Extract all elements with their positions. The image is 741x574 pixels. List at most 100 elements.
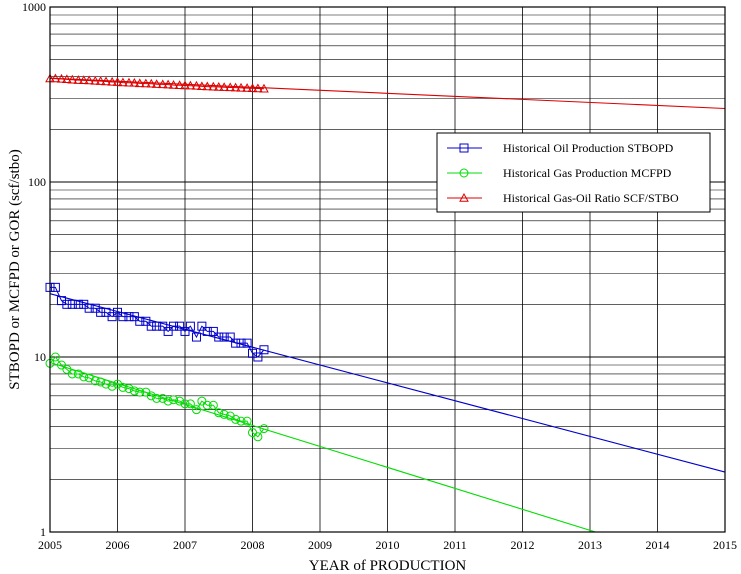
data-point-triangle [230,82,241,92]
series-line-circle [49,356,265,438]
data-point-square [158,321,168,331]
x-tick-label: 2010 [376,538,400,552]
data-point-square [62,299,72,309]
data-point-square [191,332,201,342]
legend-label: Historical Oil Production STBOPD [503,141,674,155]
x-tick-label: 2007 [173,538,197,552]
data-point-triangle [73,75,84,84]
data-point-circle [73,369,83,379]
data-point-circle [67,369,77,379]
x-tick-label: 2013 [578,538,602,552]
data-point-triangle [141,78,151,88]
data-point-circle [208,400,218,410]
data-point-circle [253,432,263,442]
data-point-triangle [129,77,140,87]
data-point-square [219,332,229,342]
data-point-triangle [247,83,258,93]
data-point-triangle [197,81,207,91]
fit-line-triangle [49,77,726,110]
data-point-square [135,316,145,326]
data-point-circle [214,408,224,418]
data-point-square [202,326,212,336]
data-point-circle [129,386,139,396]
data-point-circle [135,387,145,397]
legend-marker-circle [459,168,469,178]
data-point-triangle [124,77,134,87]
data-point-circle [259,424,269,434]
data-point-square [118,312,128,322]
data-point-square [208,326,218,336]
data-point-circle [96,377,106,387]
data-point-triangle [191,80,202,90]
data-point-square [197,321,207,331]
data-point-square [175,321,185,331]
data-point-square [214,332,224,342]
data-point-triangle [163,79,173,89]
y-tick-label: 100 [28,175,46,189]
data-point-triangle [213,81,224,91]
data-point-triangle [107,76,117,86]
data-point-triangle [84,75,94,85]
data-point-triangle [157,79,168,89]
data-point-circle [62,364,72,374]
data-point-triangle [180,80,190,90]
x-tick-label: 2015 [713,538,737,552]
data-point-circle [163,396,173,406]
data-point-triangle [146,78,157,88]
legend-box [436,132,711,213]
data-point-circle [169,395,179,405]
data-point-triangle [208,81,219,91]
data-point-circle [236,416,246,426]
data-point-circle [118,382,128,392]
data-point-triangle [95,76,106,85]
data-point-circle [56,360,66,370]
data-point-circle [175,396,185,406]
data-point-square [253,352,263,362]
y-tick-label: 10 [34,350,46,364]
x-tick-label: 2012 [511,538,535,552]
y-axis-label: STBOPD or MCFPD or GOR (scf/stbo) [7,149,23,389]
grid-lines [49,7,726,533]
legend-marker-square [459,143,469,153]
y-tick-label: 1000 [22,0,46,14]
data-point-triangle [259,83,269,93]
data-point-square [73,299,83,309]
data-point-triangle [253,83,263,93]
data-point-circle [50,352,60,362]
data-point-triangle [62,74,72,84]
x-tick-labels: 2005 2006 2007 2008 2009 2010 2011 2012 2013 2014… [38,538,737,552]
y-tick-label: 1 [40,525,46,539]
data-point-square [169,321,179,331]
data-point-triangle [202,81,213,91]
data-point-triangle [134,78,145,88]
data-point-circle [101,379,111,389]
data-point-square [84,303,94,313]
x-tick-label: 2006 [106,538,130,552]
plot-frame [49,6,726,533]
legend-label: Historical Gas-Oil Ratio SCF/STBO [503,191,679,205]
data-point-square [50,282,60,292]
data-point-square [152,321,162,331]
data-point-circle [191,405,201,415]
data-point-triangle [236,82,246,92]
legend: Historical Oil Production STBOPD Historic… [436,132,711,213]
data-point-triangle [242,83,252,92]
data-point-circle [219,409,229,419]
x-tick-label: 2014 [646,538,670,552]
data-point-square [236,338,246,348]
data-point-square [180,326,190,336]
data-point-circle [152,393,162,403]
data-point-triangle [185,80,196,90]
data-point-triangle [225,82,236,92]
data-point-square [67,299,77,309]
x-tick-label: 2011 [443,538,467,552]
x-tick-label: 2009 [308,538,332,552]
fit-line-square [49,293,726,473]
data-point-triangle [90,75,101,85]
data-point-square [129,312,139,322]
data-point-circle [107,381,117,391]
legend-label: Historical Gas Production MCFPD [503,166,672,180]
data-point-triangle [56,73,67,83]
data-point-square [146,321,156,331]
x-tick-label: 2005 [38,538,62,552]
